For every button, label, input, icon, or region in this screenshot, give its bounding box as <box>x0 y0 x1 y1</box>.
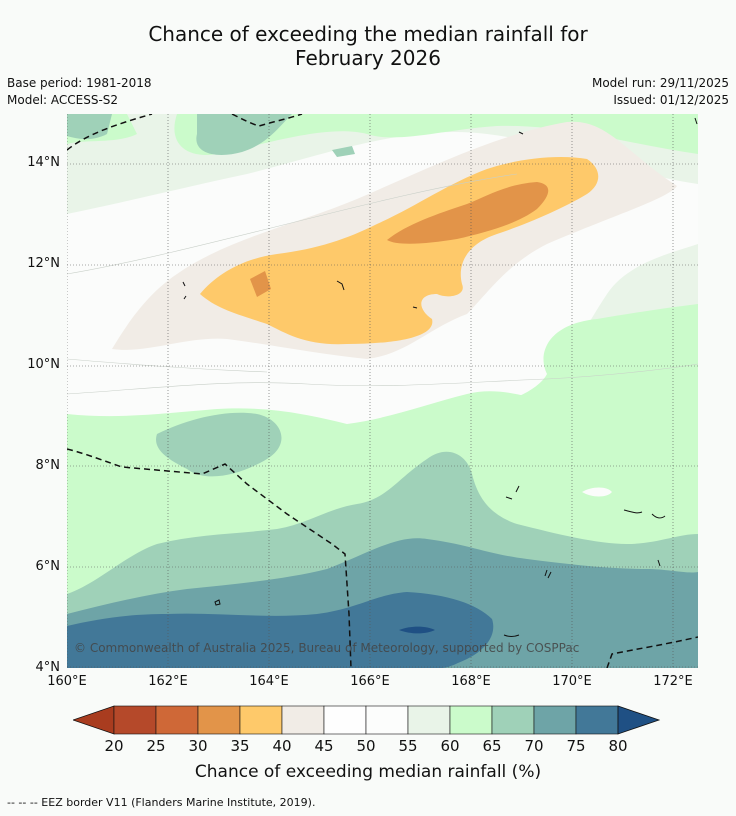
colorbar-swatch <box>533 705 577 735</box>
colorbar-swatch <box>281 705 325 735</box>
colorbar-tick-label: 45 <box>314 737 334 755</box>
colorbar-swatch <box>197 705 241 735</box>
region-65-70-nw <box>67 114 112 140</box>
colorbar-tick-label: 20 <box>104 737 124 755</box>
lon-label-164: 164°E <box>249 674 289 689</box>
colorbar-swatch <box>155 705 199 735</box>
copyright-notice: © Commonwealth of Australia 2025, Bureau… <box>74 641 580 655</box>
colorbar-extend-high <box>617 705 661 735</box>
colorbar-swatch <box>365 705 409 735</box>
colorbar-swatch <box>575 705 619 735</box>
gridlines <box>67 114 698 668</box>
lon-label-170: 170°E <box>552 674 592 689</box>
lat-label-4: 4°N <box>35 660 61 675</box>
lon-label-162: 162°E <box>148 674 188 689</box>
colorbar-swatch <box>407 705 451 735</box>
colorbar-tick-label: 35 <box>230 737 250 755</box>
region-65-70-islet <box>332 146 355 157</box>
colorbar-swatch <box>491 705 535 735</box>
region-65-70-mid <box>156 412 282 477</box>
colorbar-svg <box>71 705 661 735</box>
colorbar-tick-label: 55 <box>398 737 418 755</box>
lon-label-160: 160°E <box>47 674 87 689</box>
colorbar-swatch <box>239 705 283 735</box>
colorbar-tick-label: 50 <box>356 737 376 755</box>
region-30-35-a <box>387 182 549 244</box>
colorbar-swatch <box>323 705 367 735</box>
eez-borders <box>67 114 698 668</box>
region-75-80 <box>67 592 494 668</box>
map-title: Chance of exceeding the median rainfall … <box>0 22 736 70</box>
region-50-55-islet <box>582 487 612 497</box>
colorbar-swatch <box>113 705 157 735</box>
meta-right: Model run: 29/11/2025 Issued: 01/12/2025 <box>592 75 729 109</box>
region-30-35-b <box>250 271 271 297</box>
lon-label-168: 168°E <box>451 674 491 689</box>
colorbar-tick-label: 40 <box>272 737 292 755</box>
colorbar-tick-label: 65 <box>482 737 502 755</box>
model-run: Model run: 29/11/2025 <box>591 76 729 90</box>
colorbar-tick-label: 25 <box>146 737 166 755</box>
lon-label-172: 172°E <box>653 674 693 689</box>
colorbar-tick-label: 30 <box>188 737 208 755</box>
rainfall-map <box>67 114 698 668</box>
islands <box>182 117 698 637</box>
colorbar-tick-label: 60 <box>440 737 460 755</box>
lat-label-10: 10°N <box>27 357 60 372</box>
colorbar-tick-label: 70 <box>524 737 544 755</box>
colorbar-extend-low <box>71 705 115 735</box>
colorbar-swatch <box>449 705 493 735</box>
lat-label-8: 8°N <box>35 458 61 473</box>
region-65-70-north <box>196 114 292 155</box>
colorbar-tick-label: 80 <box>608 737 628 755</box>
colorbar-label: Chance of exceeding median rainfall (%) <box>194 762 542 782</box>
colorbar <box>71 705 663 739</box>
model-name: Model: ACCESS-S2 <box>7 93 119 107</box>
base-period: Base period: 1981-2018 <box>7 76 152 90</box>
lon-label-166: 166°E <box>350 674 390 689</box>
lat-label-6: 6°N <box>35 559 61 574</box>
region-80-plus <box>399 626 435 634</box>
contour-lines <box>67 173 698 395</box>
meta-left: Base period: 1981-2018 Model: ACCESS-S2 <box>7 75 152 109</box>
map-svg <box>67 114 698 668</box>
lat-label-14: 14°N <box>27 155 60 170</box>
eez-legend: -- -- -- EEZ border V11 (Flanders Marine… <box>7 796 316 809</box>
issued-date: Issued: 01/12/2025 <box>613 93 729 107</box>
title-line-2: February 2026 <box>295 46 441 70</box>
colorbar-tick-label: 75 <box>566 737 586 755</box>
lat-label-12: 12°N <box>27 256 60 271</box>
title-line-1: Chance of exceeding the median rainfall … <box>148 22 588 46</box>
